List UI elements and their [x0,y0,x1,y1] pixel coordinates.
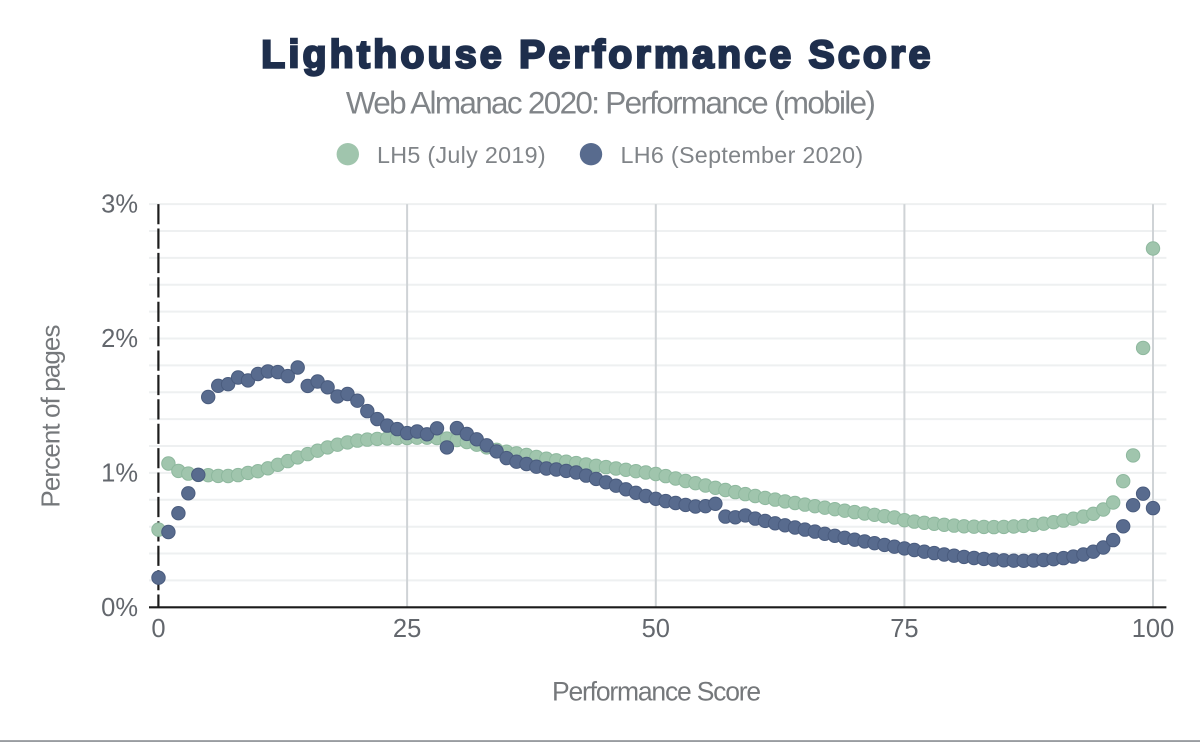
svg-text:1%: 1% [101,459,138,487]
svg-text:50: 50 [642,615,670,643]
svg-text:75: 75 [890,615,918,643]
svg-text:Lighthouse Performance Score: Lighthouse Performance Score [261,34,933,77]
svg-text:0: 0 [151,615,165,643]
svg-text:Performance Score: Performance Score [552,677,760,707]
svg-text:100: 100 [1132,615,1175,643]
svg-text:3%: 3% [101,191,138,219]
svg-text:LH5 (July 2019): LH5 (July 2019) [377,142,546,168]
svg-text:Web Almanac 2020: Performance: Web Almanac 2020: Performance (mobile) [346,85,875,121]
svg-text:LH6 (September 2020): LH6 (September 2020) [621,142,864,168]
svg-text:2%: 2% [101,325,138,353]
svg-text:25: 25 [393,615,421,643]
svg-text:0%: 0% [101,594,138,622]
svg-text:Percent of pages: Percent of pages [36,325,66,508]
